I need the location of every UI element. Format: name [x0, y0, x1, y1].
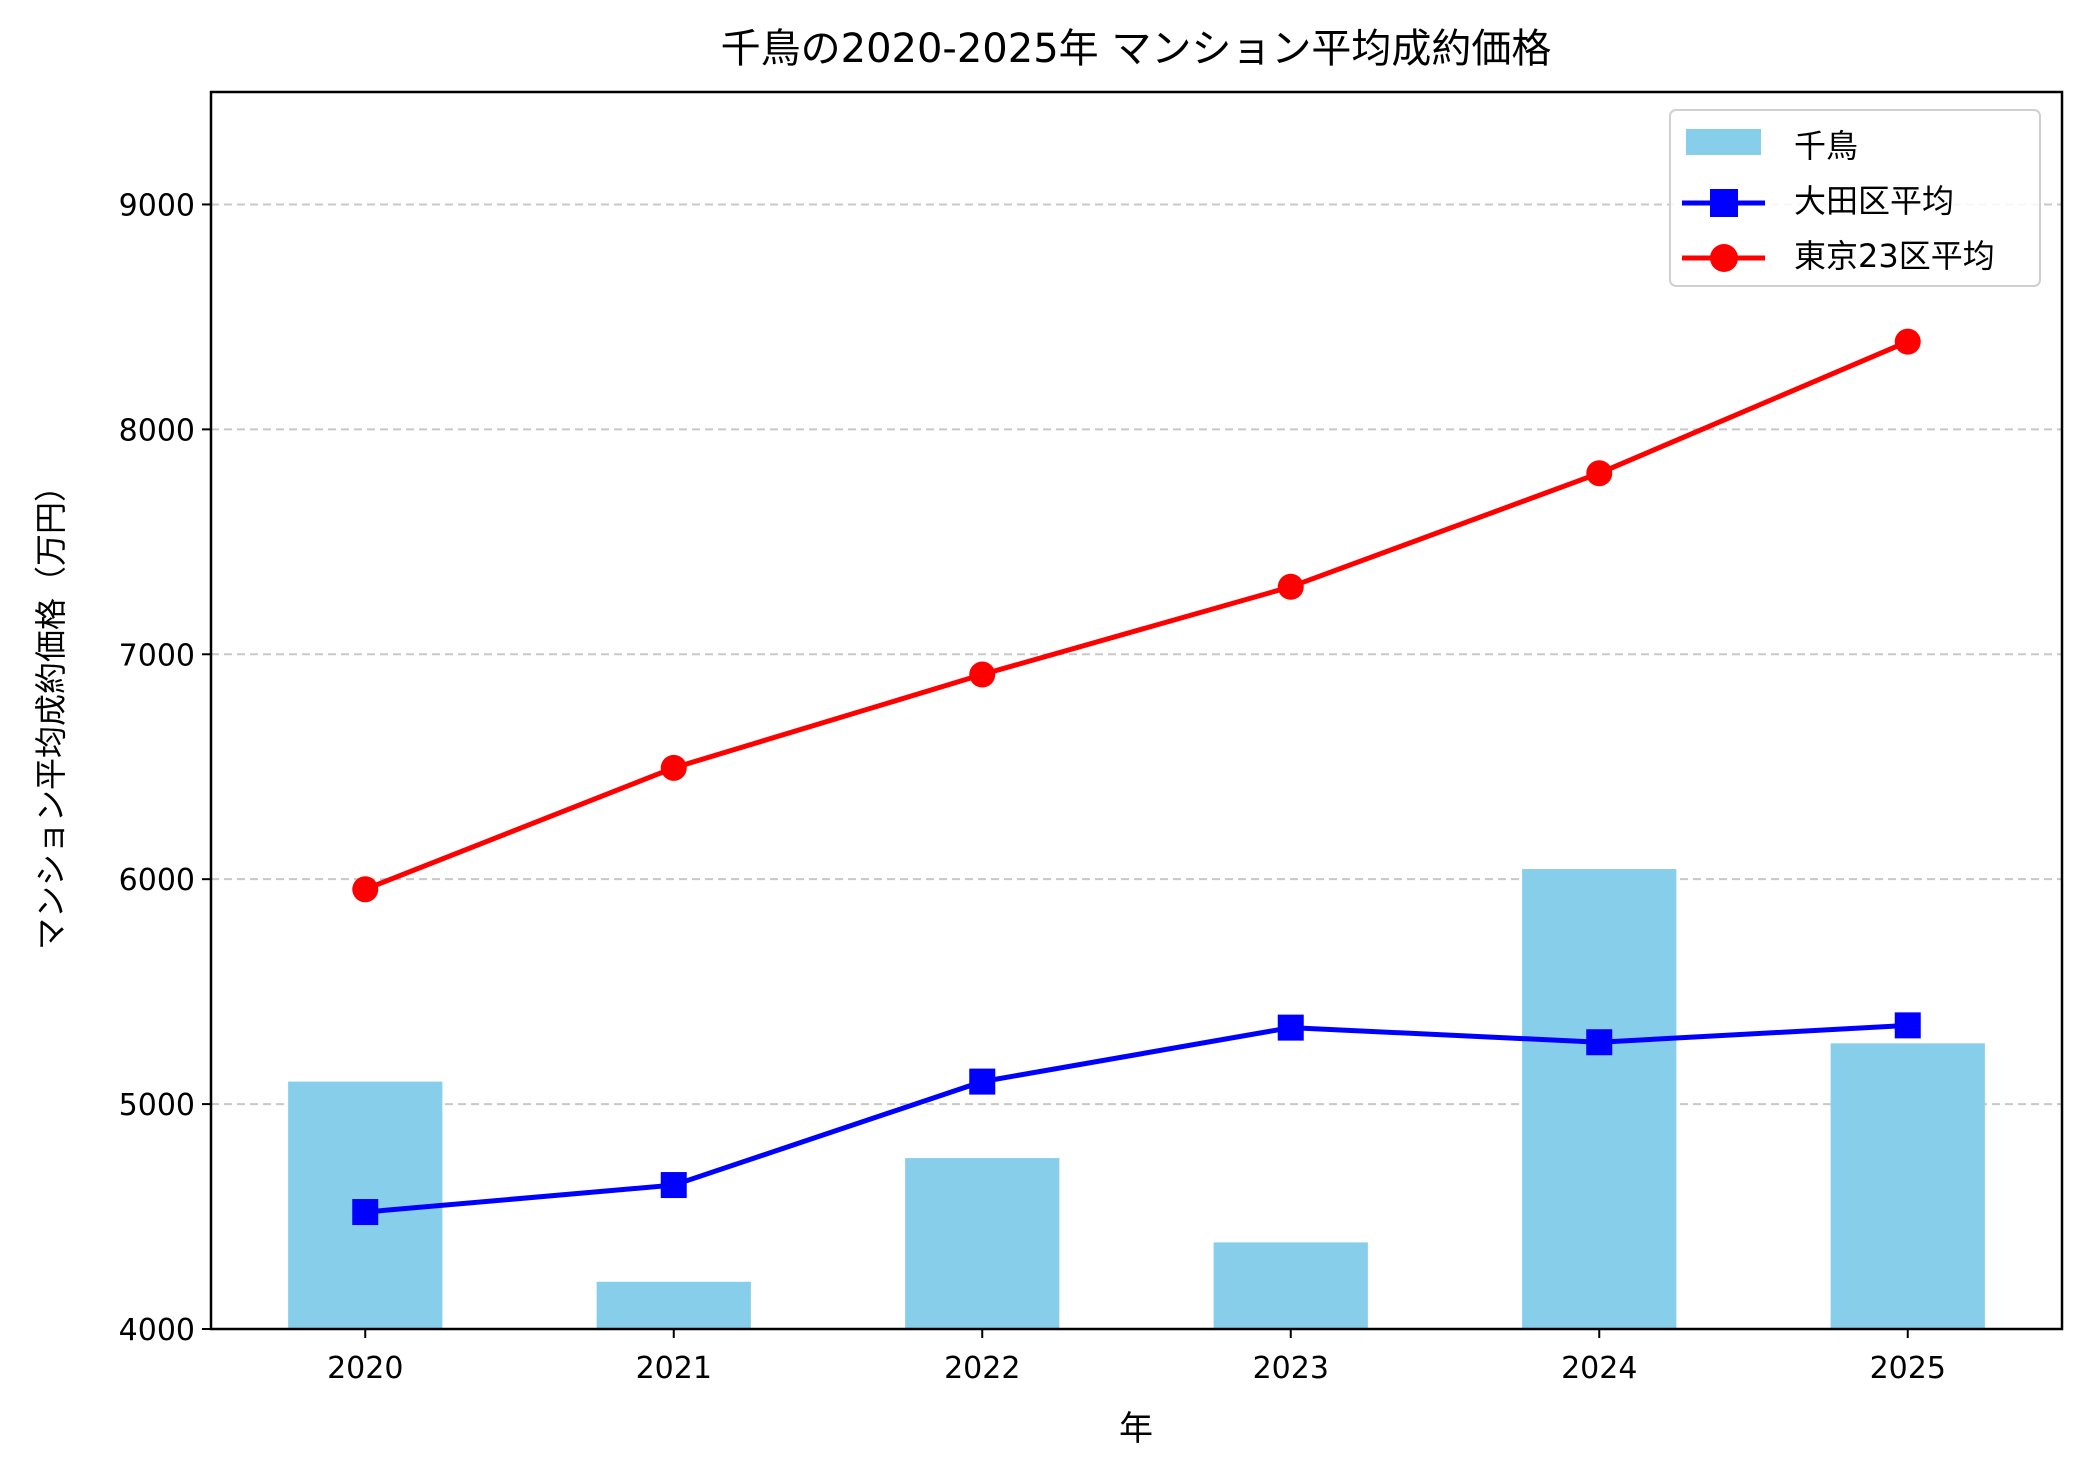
series-line [365, 1022, 1908, 1215]
data-point [1277, 1014, 1304, 1041]
x-tick-label: 2021 [636, 1351, 712, 1386]
data-point [660, 754, 687, 781]
data-point [1277, 573, 1304, 600]
x-tick-label: 2025 [1870, 1351, 1946, 1386]
plot-frame [209, 90, 2064, 1331]
data-point [1894, 328, 1921, 355]
y-tick-label: 9000 [119, 188, 195, 223]
y-axis-label: マンション平均成約価格（万円） [32, 470, 70, 950]
y-tick-label: 6000 [119, 863, 195, 898]
y-tick-label: 5000 [119, 1088, 195, 1123]
x-axis-label: 年 [1119, 1409, 1153, 1449]
y-tick-label: 8000 [119, 413, 195, 448]
legend-marker-square [1710, 189, 1738, 217]
bar [905, 1158, 1060, 1329]
bar [1522, 869, 1677, 1329]
x-tick-label: 2020 [327, 1351, 403, 1386]
legend-box [1669, 109, 2041, 287]
data-point [352, 1199, 379, 1226]
x-tick-label: 2022 [944, 1351, 1020, 1386]
bar [1213, 1242, 1368, 1329]
legend-swatch-bar [1686, 129, 1761, 155]
bar [596, 1281, 751, 1329]
data-point [352, 876, 379, 903]
x-tick-label: 2024 [1561, 1351, 1637, 1386]
legend-label: 千鳥 [1794, 127, 1858, 165]
data-point [660, 1172, 687, 1199]
data-point [969, 661, 996, 688]
bar [1830, 1043, 1985, 1329]
data-point [969, 1068, 996, 1095]
series-line [364, 339, 1909, 892]
y-tick-label: 4000 [119, 1313, 195, 1348]
legend-label: 大田区平均 [1794, 182, 1954, 220]
data-point [1586, 460, 1613, 487]
legend-marker-circle [1710, 244, 1738, 272]
data-point [1894, 1012, 1921, 1039]
x-tick-label: 2023 [1253, 1351, 1329, 1386]
legend-label: 東京23区平均 [1794, 237, 1995, 275]
data-point [1586, 1029, 1613, 1056]
y-tick-label: 7000 [119, 638, 195, 673]
chart-title: 千鳥の2020-2025年 マンション平均成約価格 [721, 26, 1552, 72]
